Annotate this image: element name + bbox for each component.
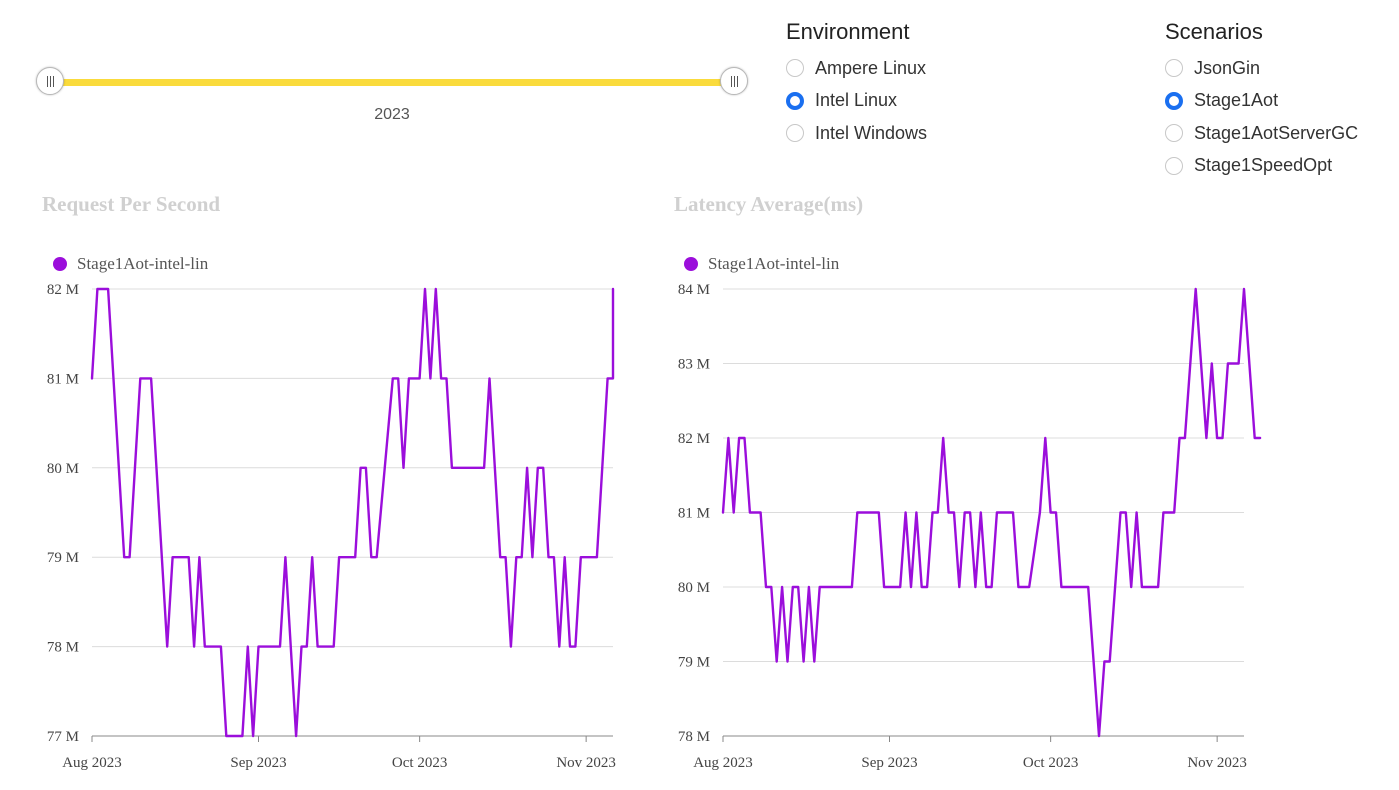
radio-label: Stage1AotServerGC <box>1194 122 1359 143</box>
radio-button[interactable] <box>1165 124 1183 143</box>
slider-year-label: 2023 <box>374 106 410 123</box>
x-tick-label: Oct 2023 <box>392 755 447 771</box>
radio-button[interactable] <box>1165 59 1183 78</box>
scenario-option-stage1aot[interactable]: Stage1Aot <box>1165 85 1358 118</box>
x-tick-label: Aug 2023 <box>62 755 122 771</box>
scenarios-group: Scenarios JsonGin Stage1Aot Stage1AotSer… <box>1165 18 1358 182</box>
scenario-option-stage1speedopt[interactable]: Stage1SpeedOpt <box>1165 150 1358 183</box>
radio-button[interactable] <box>1165 91 1183 110</box>
rps-chart-title: Request Per Second <box>42 192 221 216</box>
radio-label: Intel Windows <box>815 122 928 143</box>
y-tick-label: 81 M <box>47 371 79 387</box>
radio-button[interactable] <box>786 124 804 143</box>
slider-handle-end[interactable] <box>720 67 748 95</box>
radio-label: Ampere Linux <box>815 57 927 78</box>
legend-dot-icon <box>684 257 698 271</box>
radio-button[interactable] <box>786 59 804 78</box>
year-range-slider[interactable]: 2023 <box>36 66 748 126</box>
x-tick-label: Nov 2023 <box>556 755 616 771</box>
slider-handle-start[interactable] <box>36 67 64 95</box>
rps-legend-item[interactable]: Stage1Aot-intel-lin <box>53 254 208 274</box>
y-tick-label: 77 M <box>47 729 79 745</box>
radio-label: Intel Linux <box>815 90 898 111</box>
x-tick-label: Sep 2023 <box>230 755 286 771</box>
scenario-option-stage1aotservergc[interactable]: Stage1AotServerGC <box>1165 117 1358 150</box>
legend-dot-icon <box>53 257 67 271</box>
scenario-option-jsongin[interactable]: JsonGin <box>1165 52 1358 85</box>
environment-group: Environment Ampere Linux Intel Linux Int… <box>786 18 927 150</box>
latency-chart-title: Latency Average(ms) <box>674 192 864 216</box>
grip-icon <box>730 75 738 87</box>
grip-icon <box>46 75 54 87</box>
slider-track[interactable] <box>50 79 734 86</box>
series-line[interactable] <box>90 287 615 738</box>
y-tick-label: 78 M <box>47 640 79 656</box>
radio-label: Stage1SpeedOpt <box>1194 155 1333 176</box>
environment-option-intel-windows[interactable]: Intel Windows <box>786 117 927 150</box>
y-tick-label: 79 M <box>47 550 79 566</box>
environment-option-intel-linux[interactable]: Intel Linux <box>786 85 927 118</box>
radio-label: JsonGin <box>1194 57 1261 78</box>
scenarios-title: Scenarios <box>1165 19 1263 44</box>
legend-label: Stage1Aot-intel-lin <box>708 254 840 273</box>
radio-label: Stage1Aot <box>1194 90 1279 111</box>
environment-title: Environment <box>786 19 910 44</box>
latency-legend-item[interactable]: Stage1Aot-intel-lin <box>684 254 839 274</box>
legend-label: Stage1Aot-intel-lin <box>77 254 209 273</box>
y-tick-label: 80 M <box>47 461 79 477</box>
radio-button[interactable] <box>786 91 804 110</box>
radio-button[interactable] <box>1165 156 1183 175</box>
y-tick-label: 82 M <box>47 282 79 298</box>
environment-option-ampere-linux[interactable]: Ampere Linux <box>786 52 927 85</box>
